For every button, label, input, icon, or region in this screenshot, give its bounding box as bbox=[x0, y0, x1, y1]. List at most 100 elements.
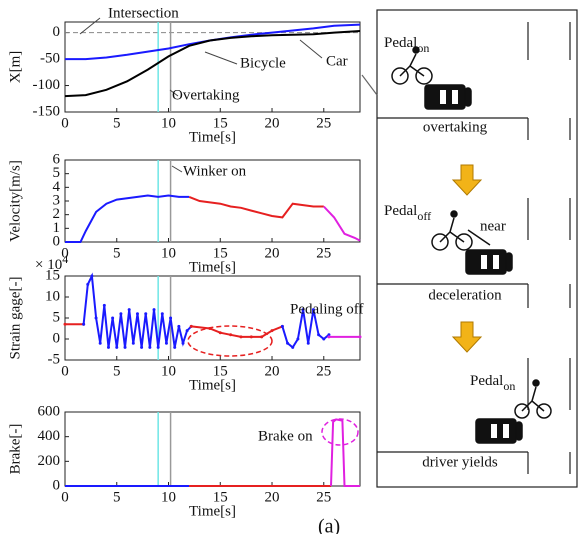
car-icon bbox=[465, 249, 513, 275]
diagram-frame bbox=[376, 9, 578, 488]
series-line bbox=[330, 418, 360, 487]
point bbox=[229, 333, 233, 337]
x-tick-label: 0 bbox=[61, 115, 69, 131]
point bbox=[86, 282, 90, 286]
point bbox=[160, 312, 164, 316]
point bbox=[131, 341, 135, 345]
diagram-texts: Pedalon overtaking Pedaloff near driver … bbox=[384, 35, 515, 470]
x-tick-label: 15 bbox=[213, 245, 228, 261]
x-axis-label: Time[s] bbox=[189, 377, 236, 393]
point bbox=[189, 324, 193, 328]
series-label: Car bbox=[326, 53, 348, 69]
point bbox=[123, 345, 127, 349]
bicycle-icon bbox=[431, 210, 473, 251]
x-tick-label: 15 bbox=[213, 115, 228, 131]
point bbox=[148, 345, 152, 349]
multiplier: × 104 bbox=[35, 252, 68, 274]
point bbox=[311, 308, 315, 312]
point bbox=[152, 308, 156, 312]
series-line bbox=[64, 30, 361, 98]
highlight bbox=[321, 418, 359, 446]
arrows bbox=[451, 164, 483, 353]
x-tick-label: 10 bbox=[161, 245, 176, 261]
x-tick-label: 5 bbox=[113, 245, 121, 261]
point bbox=[90, 274, 94, 278]
point bbox=[358, 335, 362, 339]
series-line bbox=[188, 195, 324, 219]
point bbox=[144, 312, 148, 316]
near-arrow bbox=[467, 229, 491, 246]
point bbox=[327, 335, 331, 339]
series-line bbox=[65, 194, 190, 243]
bicycle-icon bbox=[391, 46, 433, 85]
x-tick-label: 25 bbox=[316, 489, 331, 505]
point bbox=[239, 335, 243, 339]
plot-area bbox=[64, 21, 361, 113]
y-tick-label: 400 bbox=[38, 428, 61, 444]
y-tick-label: 5 bbox=[53, 165, 61, 181]
svg-text:Pedalon: Pedalon bbox=[384, 35, 429, 54]
point bbox=[185, 329, 189, 333]
point bbox=[260, 335, 264, 339]
point bbox=[164, 341, 168, 345]
point bbox=[106, 345, 110, 349]
multiplier-base: × 10 bbox=[35, 257, 62, 273]
y-tick-label: 15 bbox=[45, 267, 60, 283]
point bbox=[140, 345, 144, 349]
leader bbox=[204, 51, 238, 65]
x-tick-label: 5 bbox=[113, 489, 121, 505]
x-tick-label: 20 bbox=[265, 115, 280, 131]
y-tick-label: 4 bbox=[53, 179, 61, 195]
arrow bbox=[451, 164, 483, 196]
panel-caption: driver yields bbox=[422, 454, 498, 470]
y-tick-label: 200 bbox=[38, 453, 61, 469]
x-tick-label: 0 bbox=[61, 245, 69, 261]
series-line bbox=[281, 309, 330, 349]
point bbox=[111, 316, 115, 320]
annotation: Brake on bbox=[258, 428, 313, 444]
svg-text:Pedaloff: Pedaloff bbox=[384, 203, 431, 222]
point bbox=[327, 333, 331, 337]
x-tick-label: 25 bbox=[316, 363, 331, 379]
series-label: Bicycle bbox=[240, 55, 286, 71]
connector bbox=[361, 74, 378, 96]
y-tick-label: 0 bbox=[53, 330, 61, 346]
point bbox=[82, 322, 86, 326]
point bbox=[98, 341, 102, 345]
point bbox=[115, 345, 119, 349]
y-tick-label: -50 bbox=[40, 50, 60, 66]
y-axis-label: Velocity[m/s] bbox=[7, 160, 23, 242]
leader bbox=[171, 165, 183, 173]
x-tick-label: 0 bbox=[61, 489, 69, 505]
x-tick-label: 0 bbox=[61, 363, 69, 379]
point bbox=[270, 329, 274, 333]
y-tick-label: 10 bbox=[45, 288, 60, 304]
y-tick-label: 3 bbox=[53, 192, 61, 208]
point bbox=[296, 337, 300, 341]
y-tick-label: 6 bbox=[53, 151, 61, 167]
y-tick-label: 0 bbox=[53, 477, 61, 493]
point bbox=[249, 335, 253, 339]
x-tick-label: 20 bbox=[265, 245, 280, 261]
pedal-state: on bbox=[503, 379, 515, 393]
pedal-label: Pedal bbox=[384, 203, 417, 219]
x-tick-label: 10 bbox=[161, 363, 176, 379]
y-axis-label: X[m] bbox=[7, 51, 23, 84]
y-tick-label: 5 bbox=[53, 309, 61, 325]
leader bbox=[169, 89, 179, 97]
car-icon bbox=[475, 418, 523, 444]
y-tick-label: -100 bbox=[33, 77, 61, 93]
x-tick-label: 10 bbox=[161, 489, 176, 505]
panel-caption: deceleration bbox=[428, 287, 502, 303]
x-tick-label: 5 bbox=[113, 115, 121, 131]
point bbox=[291, 345, 295, 349]
point bbox=[63, 322, 67, 326]
svg-text:Pedalon: Pedalon bbox=[470, 373, 515, 392]
point bbox=[173, 345, 177, 349]
x-tick-label: 15 bbox=[213, 489, 228, 505]
annotation: Overtaking bbox=[172, 87, 240, 103]
point bbox=[169, 316, 173, 320]
point bbox=[306, 341, 310, 345]
